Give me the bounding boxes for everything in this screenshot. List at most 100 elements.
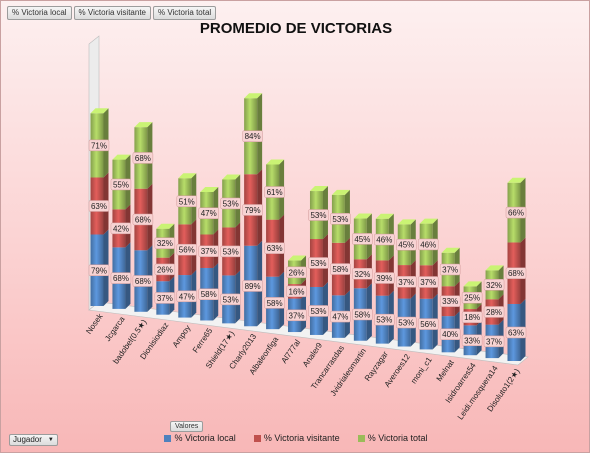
data-label-0-17: 33% bbox=[464, 336, 480, 345]
bar-top-8 bbox=[266, 159, 285, 165]
data-label-2-12: 45% bbox=[354, 235, 370, 244]
data-label-bg-2-1 bbox=[110, 178, 132, 191]
x-tick-label-5: Ferre65 bbox=[191, 326, 215, 355]
data-label-bg-1-3 bbox=[154, 263, 176, 276]
legend-item-visitante: % Victoria visitante bbox=[253, 433, 340, 443]
bar-top-14 bbox=[397, 219, 416, 225]
bar-top-9 bbox=[288, 255, 307, 261]
data-label-0-0: 79% bbox=[91, 266, 107, 275]
data-label-1-15: 37% bbox=[420, 278, 436, 287]
data-label-bg-0-12 bbox=[352, 308, 373, 321]
data-label-0-7: 89% bbox=[245, 282, 261, 291]
legend-swatch-local bbox=[164, 434, 172, 442]
data-label-2-13: 46% bbox=[376, 236, 392, 245]
data-label-0-10: 53% bbox=[310, 307, 326, 316]
data-label-0-19: 63% bbox=[508, 328, 524, 337]
data-label-2-18: 32% bbox=[486, 281, 502, 290]
bar-top-12 bbox=[353, 213, 372, 219]
field-button-total[interactable]: % Victoria total bbox=[152, 6, 217, 20]
data-label-2-14: 45% bbox=[398, 241, 414, 250]
data-label-bg-1-4 bbox=[176, 243, 198, 256]
data-label-1-12: 32% bbox=[354, 270, 370, 279]
data-label-bg-1-10 bbox=[308, 257, 329, 269]
x-tick-label-1: Jcgarca bbox=[103, 314, 127, 343]
data-label-1-18: 28% bbox=[486, 308, 502, 317]
x-tick-label-16: Melnat bbox=[435, 358, 457, 383]
data-label-bg-0-0 bbox=[88, 264, 110, 277]
data-label-0-9: 37% bbox=[289, 311, 305, 320]
data-label-2-1: 55% bbox=[113, 180, 129, 189]
field-buttons: % Victoria local % Victoria visitante % … bbox=[7, 6, 217, 20]
data-label-0-16: 40% bbox=[442, 330, 458, 339]
legend: % Victoria local % Victoria visitante % … bbox=[1, 433, 590, 443]
data-label-bg-2-5 bbox=[198, 207, 219, 219]
data-label-bg-2-2 bbox=[132, 152, 154, 164]
bar-top-6 bbox=[222, 174, 241, 180]
data-label-2-15: 46% bbox=[420, 240, 436, 249]
data-label-bg-1-13 bbox=[374, 272, 395, 284]
valores-button[interactable]: Valores bbox=[170, 421, 204, 432]
bar-top-2 bbox=[134, 122, 153, 128]
data-label-1-17: 18% bbox=[464, 313, 480, 322]
data-label-2-7: 84% bbox=[245, 132, 261, 141]
data-label-1-16: 33% bbox=[442, 297, 458, 306]
data-label-bg-2-3 bbox=[154, 237, 176, 249]
data-label-bg-1-8 bbox=[264, 242, 285, 254]
data-label-1-1: 42% bbox=[113, 224, 129, 233]
data-label-0-6: 53% bbox=[223, 295, 239, 304]
data-label-2-11: 53% bbox=[332, 215, 348, 224]
data-label-bg-0-14 bbox=[396, 316, 417, 329]
x-tick-label-4: Ampoy bbox=[171, 324, 193, 350]
bar-top-7 bbox=[244, 93, 263, 99]
bar-top-0 bbox=[90, 108, 109, 114]
data-label-1-9: 16% bbox=[289, 287, 305, 296]
data-label-bg-1-1 bbox=[110, 222, 132, 235]
bar-top-16 bbox=[441, 247, 460, 253]
data-label-1-6: 53% bbox=[223, 247, 239, 256]
x-tick-label-15: moni_c1 bbox=[409, 355, 434, 385]
data-label-bg-2-12 bbox=[352, 233, 373, 245]
data-label-bg-0-2 bbox=[132, 275, 154, 287]
data-label-bg-0-10 bbox=[308, 305, 329, 317]
data-label-2-0: 71% bbox=[91, 141, 107, 150]
data-label-0-1: 68% bbox=[113, 274, 129, 283]
data-label-0-4: 47% bbox=[179, 292, 195, 301]
data-label-2-17: 25% bbox=[464, 294, 480, 303]
data-label-bg-2-19 bbox=[505, 206, 527, 219]
data-label-bg-2-7 bbox=[242, 130, 263, 142]
data-label-bg-2-4 bbox=[176, 195, 198, 208]
data-label-bg-0-15 bbox=[417, 318, 439, 330]
data-label-bg-2-17 bbox=[461, 291, 483, 304]
jugador-filter-button[interactable]: Jugador ▼ bbox=[9, 434, 58, 446]
data-label-1-0: 63% bbox=[91, 202, 107, 211]
data-label-1-11: 58% bbox=[332, 265, 348, 274]
jugador-filter-label: Jugador bbox=[13, 435, 42, 444]
data-label-bg-2-16 bbox=[439, 263, 461, 276]
data-label-bg-0-7 bbox=[242, 280, 263, 292]
x-tick-label-0: Nosek bbox=[84, 311, 105, 336]
data-label-0-5: 58% bbox=[201, 290, 217, 299]
data-label-bg-2-15 bbox=[417, 238, 439, 251]
bar-top-10 bbox=[309, 186, 328, 192]
data-label-1-2: 68% bbox=[135, 215, 151, 224]
bar-top-18 bbox=[485, 265, 504, 271]
field-button-local[interactable]: % Victoria local bbox=[7, 6, 72, 20]
data-label-0-14: 53% bbox=[398, 319, 414, 328]
data-label-bg-1-0 bbox=[88, 200, 110, 212]
legend-swatch-visitante bbox=[253, 434, 261, 442]
data-label-bg-1-9 bbox=[286, 285, 307, 298]
data-label-bg-2-18 bbox=[483, 279, 505, 291]
legend-label-total: % Victoria total bbox=[367, 433, 428, 443]
bar-top-17 bbox=[463, 281, 482, 287]
data-label-0-13: 53% bbox=[376, 316, 392, 325]
data-label-1-7: 79% bbox=[245, 206, 261, 215]
field-button-visitante[interactable]: % Victoria visitante bbox=[73, 6, 151, 20]
data-label-1-4: 56% bbox=[179, 246, 195, 255]
data-label-bg-0-5 bbox=[198, 288, 219, 300]
data-label-bg-0-9 bbox=[286, 309, 307, 322]
x-tick-label-10: Analer9 bbox=[301, 340, 325, 368]
data-label-bg-1-14 bbox=[396, 276, 417, 288]
data-label-bg-1-7 bbox=[242, 204, 263, 216]
data-label-bg-0-18 bbox=[483, 335, 505, 348]
